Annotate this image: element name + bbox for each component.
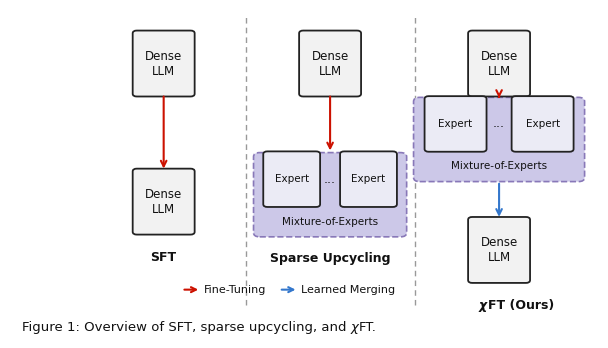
FancyBboxPatch shape [413,97,585,182]
Text: Mixture-of-Experts: Mixture-of-Experts [282,217,378,227]
Text: Dense
LLM: Dense LLM [145,188,182,216]
Text: Expert: Expert [525,119,560,129]
Text: Fine-Tuning: Fine-Tuning [204,285,266,295]
FancyBboxPatch shape [511,96,573,152]
Text: Dense
LLM: Dense LLM [311,49,349,78]
Text: Dense
LLM: Dense LLM [480,236,517,264]
Text: Expert: Expert [275,174,309,184]
Text: Dense
LLM: Dense LLM [145,49,182,78]
FancyBboxPatch shape [133,169,195,235]
FancyBboxPatch shape [340,151,397,207]
Text: χ: χ [478,299,486,312]
Text: SFT: SFT [151,251,177,264]
FancyBboxPatch shape [468,31,530,96]
FancyBboxPatch shape [254,152,407,237]
Text: Figure 1: Overview of SFT, sparse upcycling, and: Figure 1: Overview of SFT, sparse upcycl… [22,321,351,334]
Text: ...: ... [493,117,505,130]
Text: FT (Ours): FT (Ours) [488,299,554,312]
Text: Sparse Upcycling: Sparse Upcycling [270,252,390,265]
FancyBboxPatch shape [133,31,195,96]
FancyBboxPatch shape [424,96,486,152]
Text: Learned Merging: Learned Merging [302,285,396,295]
Text: Expert: Expert [351,174,385,184]
Text: Dense
LLM: Dense LLM [480,49,517,78]
Text: Mixture-of-Experts: Mixture-of-Experts [451,161,547,172]
FancyBboxPatch shape [263,151,320,207]
Text: χ: χ [351,321,359,334]
FancyBboxPatch shape [299,31,361,96]
FancyBboxPatch shape [468,217,530,283]
Text: ...: ... [324,173,336,186]
Text: Expert: Expert [438,119,472,129]
Text: FT.: FT. [358,321,376,334]
